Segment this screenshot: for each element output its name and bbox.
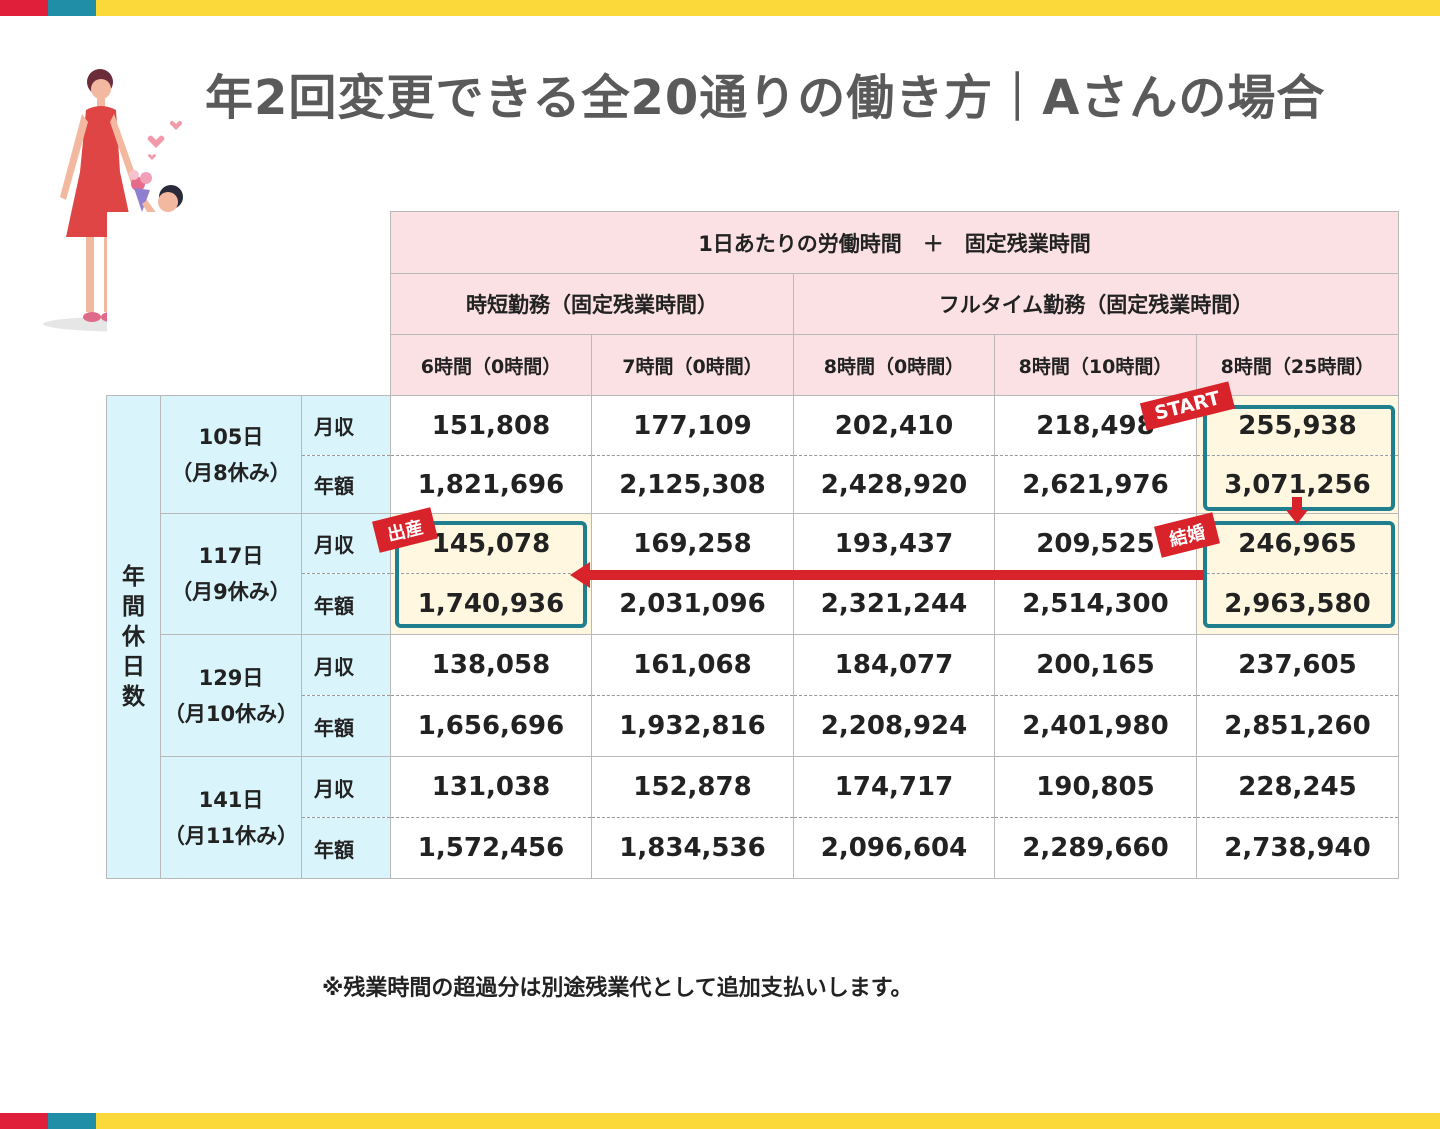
header-group-full: フルタイム勤務（固定残業時間） <box>793 273 1399 335</box>
kind-annual: 年額 <box>301 695 391 757</box>
table-cell: 152,878 <box>591 756 794 818</box>
table-cell: 209,525 <box>994 513 1197 574</box>
table-cell: 202,410 <box>793 395 995 456</box>
annual-holidays-label: 年間休日数 <box>106 395 161 879</box>
table-cell: 200,165 <box>994 634 1197 696</box>
table-cell: 2,401,980 <box>994 695 1197 757</box>
table-cell: 218,498 <box>994 395 1197 456</box>
table-cell: 2,428,920 <box>793 455 995 514</box>
days-cell: 117日 （月9休み） <box>160 513 302 635</box>
salary-table: 1日あたりの労働時間 ＋ 固定残業時間 時短勤務（固定残業時間） フルタイム勤務… <box>106 211 1399 879</box>
column-header: 8時間（10時間） <box>994 334 1197 396</box>
header-top: 1日あたりの労働時間 ＋ 固定残業時間 <box>390 211 1399 274</box>
kind-monthly: 月収 <box>301 756 391 818</box>
kind-monthly: 月収 <box>301 634 391 696</box>
table-cell: 246,965 <box>1196 513 1399 574</box>
table-cell: 2,289,660 <box>994 817 1197 879</box>
table-cell: 2,125,308 <box>591 455 794 514</box>
table-cell: 2,514,300 <box>994 573 1197 635</box>
table-cell: 1,834,536 <box>591 817 794 879</box>
table-cell: 255,938 <box>1196 395 1399 456</box>
days-cell: 141日 （月11休み） <box>160 756 302 879</box>
table-cell: 145,078 <box>390 513 592 574</box>
table-cell: 1,932,816 <box>591 695 794 757</box>
footnote: ※残業時間の超過分は別途残業代として追加支払いします。 <box>322 976 913 1001</box>
table-cell: 169,258 <box>591 513 794 574</box>
table-cell: 3,071,256 <box>1196 455 1399 514</box>
column-header: 8時間（0時間） <box>793 334 995 396</box>
kind-annual: 年額 <box>301 573 391 635</box>
top-color-bar <box>0 0 1440 16</box>
kind-annual: 年額 <box>301 817 391 879</box>
page-title: 年2回変更できる全20通りの働き方｜Aさんの場合 <box>205 70 1326 126</box>
bottom-color-bar <box>0 1113 1440 1129</box>
table-cell: 174,717 <box>793 756 995 818</box>
table-cell: 1,656,696 <box>390 695 592 757</box>
kind-monthly: 月収 <box>301 513 391 574</box>
table-cell: 2,963,580 <box>1196 573 1399 635</box>
table-cell: 228,245 <box>1196 756 1399 818</box>
column-header: 8時間（25時間） <box>1196 334 1399 396</box>
table-cell: 2,621,976 <box>994 455 1197 514</box>
days-cell: 129日 （月10休み） <box>160 634 302 757</box>
days-cell: 105日 （月8休み） <box>160 395 302 514</box>
table-cell: 237,605 <box>1196 634 1399 696</box>
column-header: 7時間（0時間） <box>591 334 794 396</box>
table-cell: 138,058 <box>390 634 592 696</box>
table-cell: 177,109 <box>591 395 794 456</box>
table-cell: 2,096,604 <box>793 817 995 879</box>
table-cell: 1,821,696 <box>390 455 592 514</box>
table-cell: 2,321,244 <box>793 573 995 635</box>
kind-monthly: 月収 <box>301 395 391 456</box>
table-cell: 161,068 <box>591 634 794 696</box>
table-cell: 2,031,096 <box>591 573 794 635</box>
header-group-short: 時短勤務（固定残業時間） <box>390 273 794 335</box>
table-cell: 131,038 <box>390 756 592 818</box>
column-header: 6時間（0時間） <box>390 334 592 396</box>
table-cell: 190,805 <box>994 756 1197 818</box>
table-cell: 2,851,260 <box>1196 695 1399 757</box>
table-cell: 193,437 <box>793 513 995 574</box>
table-cell: 1,572,456 <box>390 817 592 879</box>
table-cell: 2,738,940 <box>1196 817 1399 879</box>
table-cell: 2,208,924 <box>793 695 995 757</box>
table-cell: 151,808 <box>390 395 592 456</box>
table-cell: 1,740,936 <box>390 573 592 635</box>
table-cell: 184,077 <box>793 634 995 696</box>
kind-annual: 年額 <box>301 455 391 514</box>
